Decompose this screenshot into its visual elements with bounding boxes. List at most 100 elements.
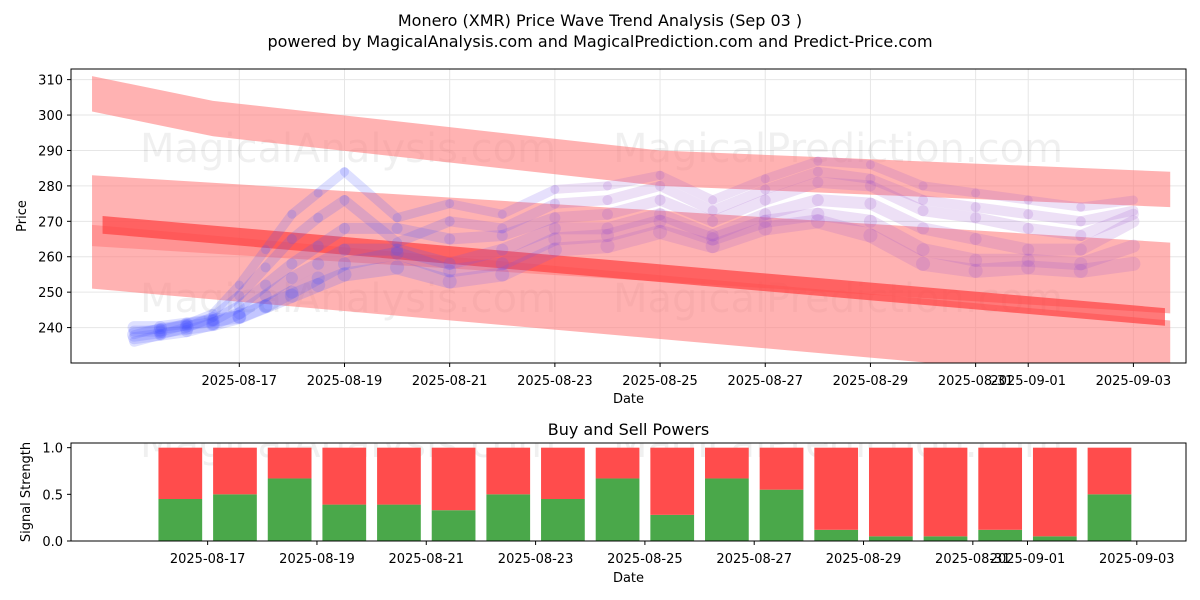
wave-segment	[547, 239, 615, 257]
wave-segment	[1074, 239, 1140, 271]
wave-segment	[234, 262, 271, 301]
x-tick-label: 2025-08-31	[938, 374, 1014, 389]
wave-segment	[207, 307, 246, 331]
wave-segment	[1074, 215, 1140, 256]
y-tick-label: 1.0	[42, 442, 63, 457]
wave-segment	[655, 180, 718, 216]
wave-segment	[260, 258, 298, 291]
wave-segment	[495, 232, 562, 271]
wave-segment	[154, 325, 193, 341]
x-tick-label: 2025-08-31	[935, 552, 1011, 567]
wave-segment	[496, 222, 561, 256]
sell-bar	[431, 447, 476, 511]
wave-segment	[548, 228, 614, 246]
wave-segment	[1073, 256, 1141, 278]
x-tick-label: 2025-08-21	[388, 552, 464, 567]
wave-segment	[311, 267, 352, 293]
x-axis-label: Date	[613, 571, 644, 586]
sell-bar	[705, 447, 749, 479]
wave-segment	[182, 308, 218, 329]
wave-segment	[968, 260, 1036, 278]
wave-segment	[705, 221, 773, 254]
wave-segment	[442, 267, 510, 289]
wave-segment	[179, 317, 221, 335]
wave-segment	[496, 212, 561, 241]
sell-bar	[486, 447, 531, 495]
wave-segment	[758, 214, 825, 236]
x-tick-label: 2025-08-19	[279, 552, 355, 567]
wave-segment	[233, 289, 272, 320]
wave-segment	[969, 233, 1035, 256]
wave-segment	[918, 195, 981, 213]
buy-bar	[541, 499, 585, 541]
chart-title: Monero (XMR) Price Wave Trend Analysis (…	[398, 11, 802, 30]
wave-segment	[1022, 222, 1087, 241]
x-tick-label: 2025-08-29	[833, 374, 909, 389]
sell-bar	[1087, 447, 1132, 495]
wave-segment	[970, 202, 1034, 220]
buy-bar	[322, 504, 367, 541]
x-tick-label: 2025-08-17	[170, 552, 246, 567]
y-axis-label: Price	[15, 200, 30, 232]
wave-segment	[206, 310, 246, 327]
wave-segment	[759, 194, 824, 221]
buy-bar	[431, 510, 476, 541]
wave-segment	[653, 214, 720, 246]
wave-segment	[600, 214, 667, 242]
sell-bar	[759, 447, 804, 490]
wave-segment	[1023, 195, 1086, 212]
x-tick-label: 2025-08-19	[307, 374, 383, 389]
wave-segment	[706, 208, 772, 242]
wave-segment	[128, 328, 167, 345]
wave-segment	[208, 280, 244, 318]
wave-segment	[258, 288, 299, 314]
y-tick-label: 0.0	[42, 535, 63, 550]
x-tick-label: 2025-08-23	[517, 374, 593, 389]
wave-segment	[653, 224, 720, 254]
buy-bar	[213, 494, 257, 541]
x-tick-label: 2025-08-27	[727, 374, 803, 389]
x-tick-label: 2025-08-25	[622, 374, 698, 389]
x-tick-label: 2025-09-01	[990, 552, 1066, 567]
wave-segment	[153, 320, 194, 339]
wave-segment	[337, 260, 405, 282]
bottom-chart-title: Buy and Sell Powers	[548, 420, 710, 439]
wave-segment	[312, 243, 351, 270]
wave-segment	[129, 329, 166, 347]
wave-segment	[445, 199, 507, 219]
sell-bar	[595, 447, 640, 479]
wave-segment	[811, 207, 877, 228]
wave-segment	[312, 222, 350, 252]
wave-segment	[392, 199, 455, 223]
wave-segment	[811, 194, 877, 210]
wave-segment	[1075, 208, 1139, 241]
wave-segment	[155, 322, 192, 340]
wave-segment	[180, 318, 220, 338]
sell-bar	[213, 447, 257, 495]
buy-bar	[705, 478, 749, 541]
wave-segment	[600, 224, 668, 254]
buy-bar	[814, 529, 859, 541]
wave-segment	[706, 214, 772, 246]
wave-segment	[234, 245, 271, 290]
x-tick-label: 2025-08-21	[412, 374, 488, 389]
wave-segment	[154, 318, 193, 337]
wave-segment	[392, 216, 455, 248]
wave-segment	[181, 314, 219, 330]
x-tick-label: 2025-08-17	[202, 374, 278, 389]
wave-segment	[497, 198, 560, 234]
wave-segment	[1023, 209, 1086, 227]
sell-bar	[322, 447, 367, 505]
buy-bar	[650, 514, 695, 541]
y-tick-label: 300	[38, 109, 63, 124]
wave-segment	[602, 180, 666, 206]
wave-segment	[654, 194, 719, 227]
wave-segment	[865, 173, 929, 206]
sell-bar	[814, 447, 859, 530]
wave-segment	[864, 180, 929, 217]
buy-bar	[267, 478, 312, 541]
wave-segment	[155, 319, 192, 333]
x-tick-label: 2025-09-03	[1096, 374, 1172, 389]
wave-segment	[390, 260, 457, 289]
